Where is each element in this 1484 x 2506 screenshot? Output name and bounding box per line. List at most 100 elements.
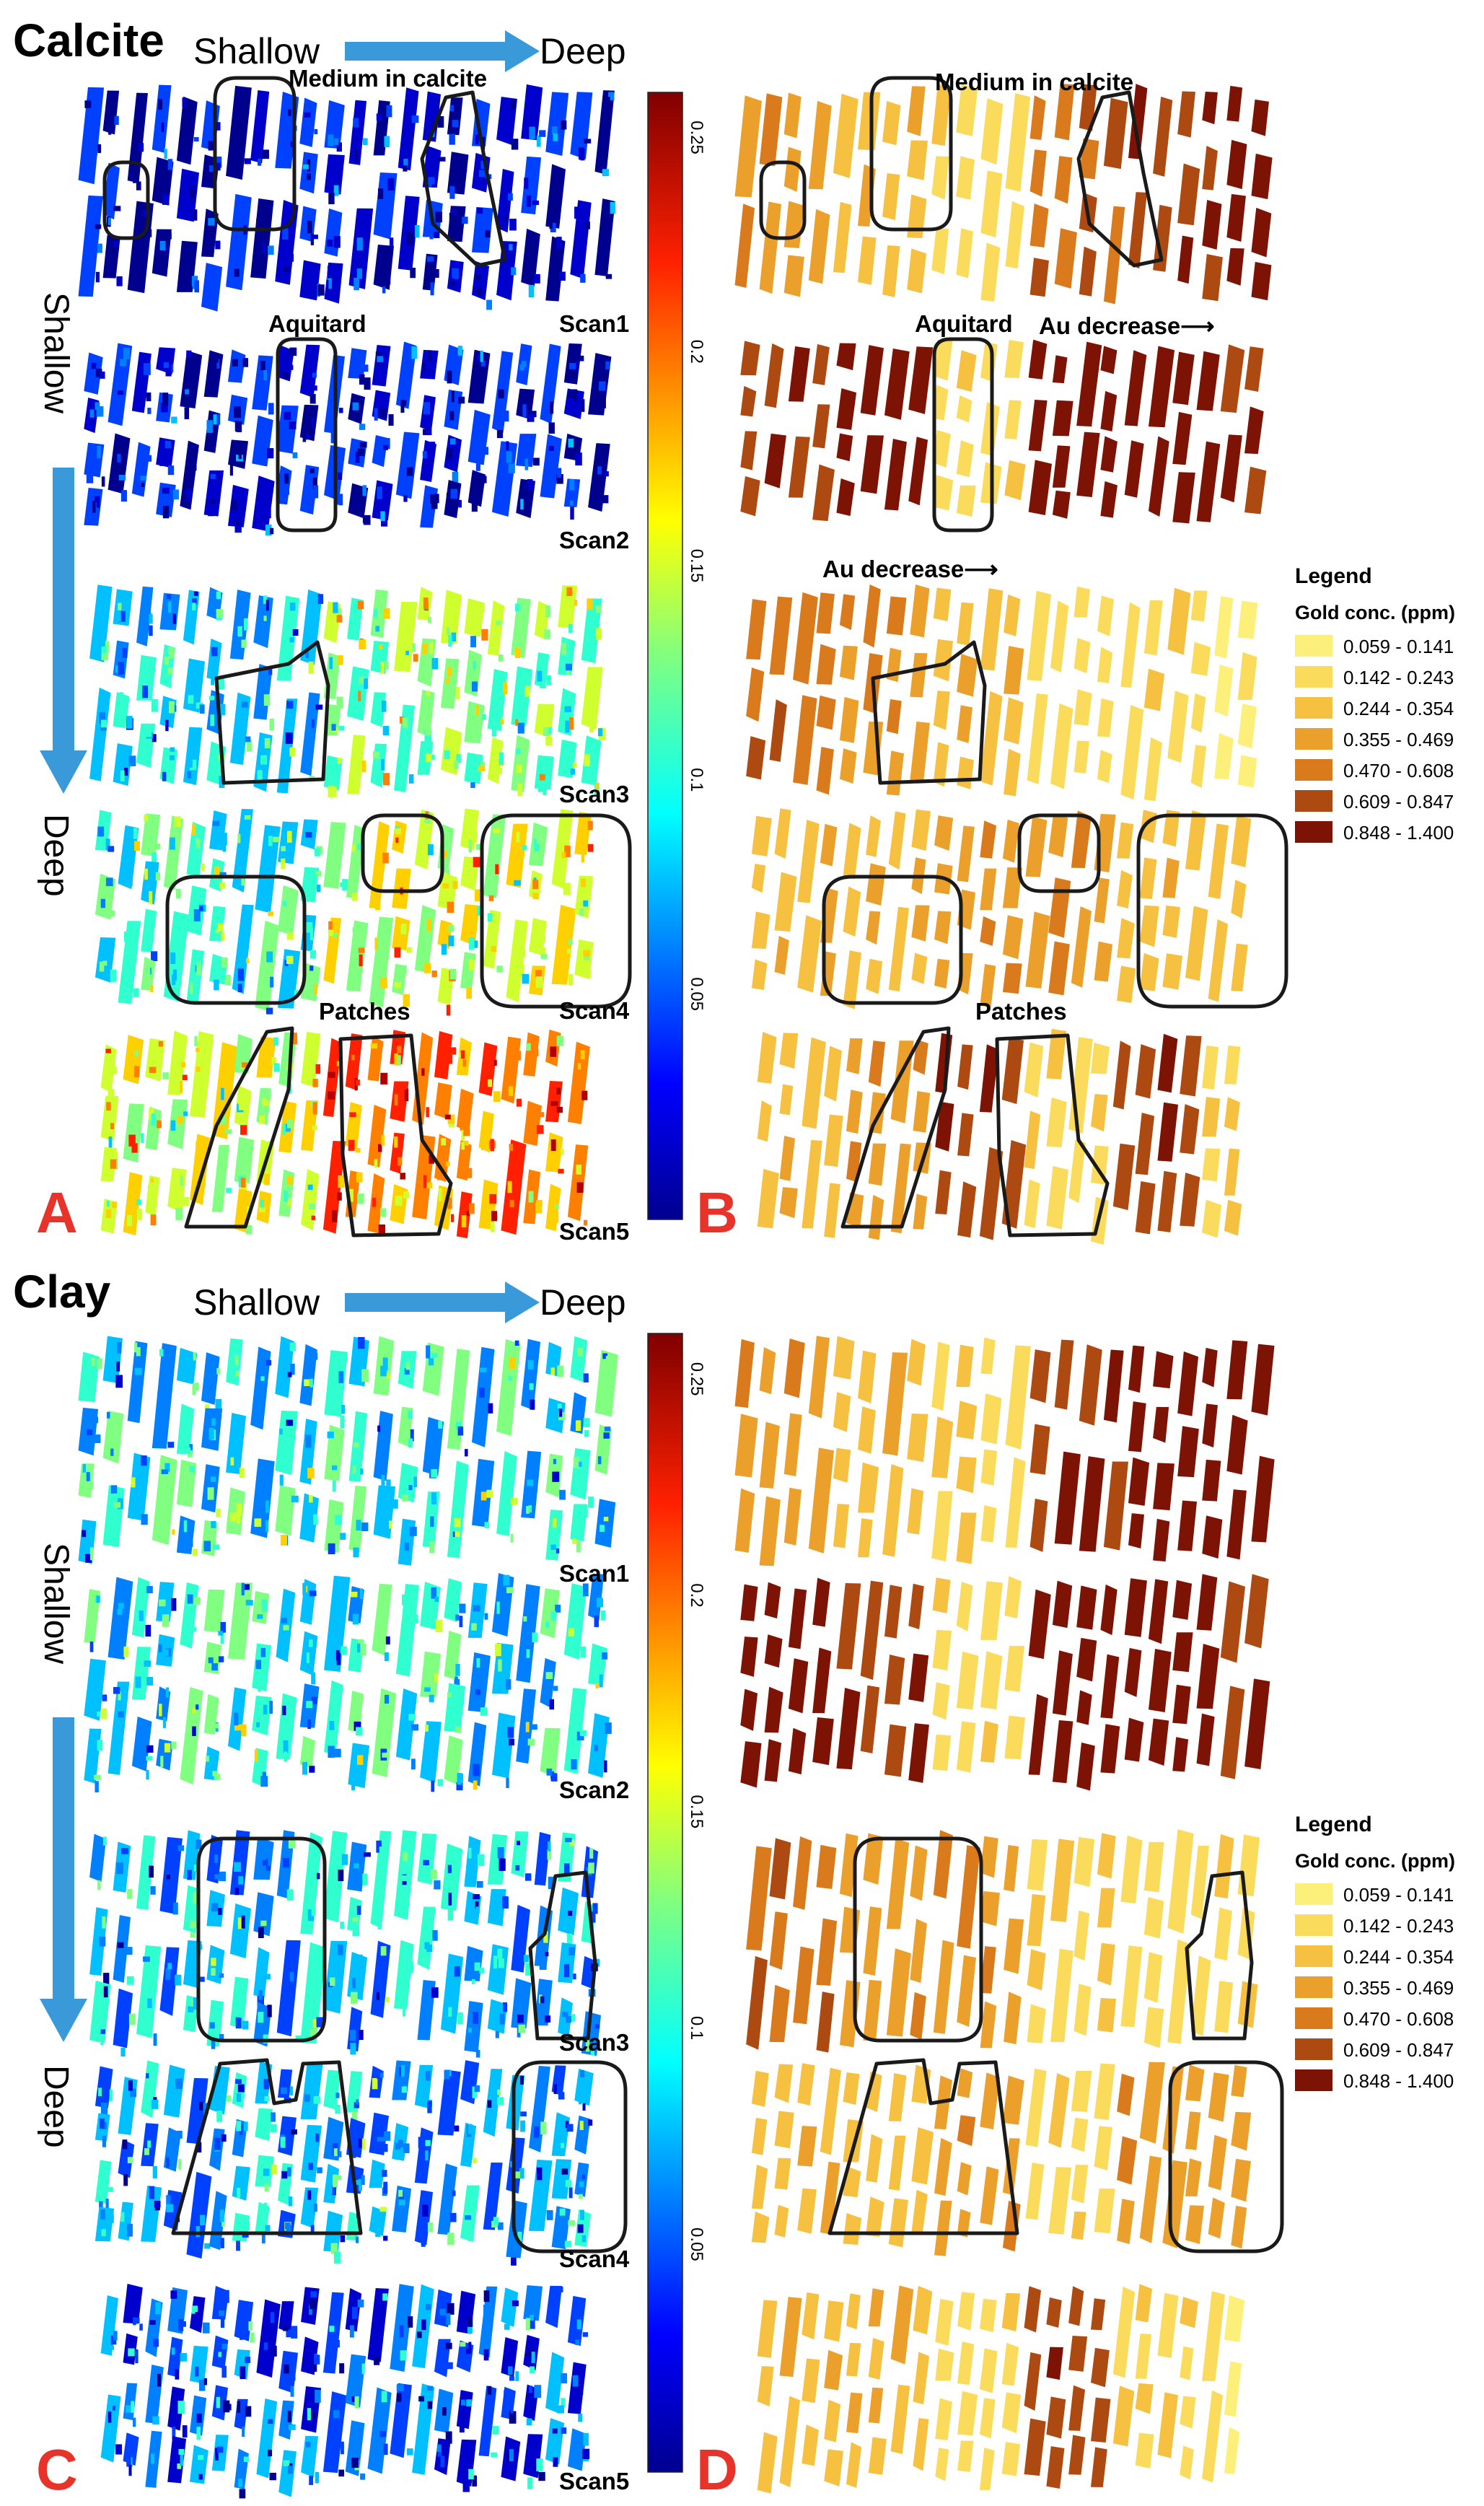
core-speckle bbox=[374, 901, 381, 911]
core-speckle bbox=[177, 1845, 185, 1852]
core-strip bbox=[464, 701, 485, 744]
core-strip bbox=[1120, 1835, 1143, 1904]
core-strip bbox=[118, 2139, 135, 2178]
core-speckle bbox=[213, 414, 217, 425]
core-strip bbox=[1052, 355, 1068, 384]
core-speckle bbox=[317, 884, 321, 893]
legend-swatch bbox=[1295, 759, 1332, 781]
core-strip bbox=[1143, 2007, 1164, 2049]
core-strip bbox=[1214, 1907, 1232, 1961]
core-speckle bbox=[170, 2106, 175, 2113]
core-strip bbox=[1172, 1684, 1191, 1725]
core-strip bbox=[496, 168, 514, 233]
core-speckle bbox=[553, 2457, 558, 2467]
core-speckle bbox=[476, 844, 482, 850]
core-speckle bbox=[449, 438, 456, 445]
core-strip bbox=[913, 2285, 933, 2335]
core-speckle bbox=[423, 761, 429, 773]
core-speckle bbox=[265, 1500, 269, 1513]
core-speckle bbox=[514, 880, 521, 886]
core-strip bbox=[833, 1504, 850, 1548]
core-strip bbox=[1128, 1345, 1145, 1393]
core-strip bbox=[751, 911, 770, 950]
core-strip bbox=[1153, 1351, 1174, 1389]
core-speckle bbox=[551, 126, 558, 135]
core-strip bbox=[483, 2163, 503, 2230]
core-speckle bbox=[165, 364, 172, 377]
core-strip bbox=[1097, 595, 1115, 636]
core-strip bbox=[1226, 1414, 1248, 1475]
legend-swatch bbox=[1295, 697, 1332, 719]
core-speckle bbox=[281, 846, 286, 851]
core-strip bbox=[759, 93, 783, 167]
core-speckle bbox=[216, 2396, 220, 2409]
core-strip bbox=[816, 1992, 835, 2053]
core-speckle bbox=[189, 759, 197, 771]
core-strip bbox=[1004, 1992, 1022, 2045]
core-strip bbox=[1050, 1839, 1075, 1922]
core-speckle bbox=[403, 165, 408, 172]
core-strip bbox=[882, 1352, 908, 1456]
core-speckle bbox=[508, 2366, 513, 2375]
core-strip bbox=[746, 1955, 768, 2050]
core-speckle bbox=[193, 1997, 198, 2010]
clay-scan2-label: Scan2 bbox=[559, 1776, 629, 1803]
core-speckle bbox=[221, 2344, 228, 2349]
core-strip bbox=[1167, 691, 1189, 763]
core-strip bbox=[529, 918, 547, 956]
core-speckle bbox=[421, 1077, 425, 1090]
core-speckle bbox=[287, 1372, 292, 1377]
core-speckle bbox=[210, 714, 215, 727]
core-strip bbox=[1180, 1104, 1200, 1155]
core-speckle bbox=[172, 1902, 178, 1915]
core-speckle bbox=[466, 1211, 470, 1216]
core-strip bbox=[1202, 1515, 1223, 1559]
core-strip bbox=[1153, 204, 1172, 272]
core-strip bbox=[594, 1499, 616, 1548]
core-speckle bbox=[239, 2334, 244, 2340]
core-strip bbox=[250, 198, 274, 279]
core-strip bbox=[392, 820, 407, 854]
core-strip bbox=[1143, 737, 1162, 802]
core-speckle bbox=[144, 1660, 152, 1667]
core-speckle bbox=[193, 1351, 196, 1361]
core-speckle bbox=[246, 740, 252, 752]
core-strip bbox=[250, 1346, 271, 1430]
core-speckle bbox=[306, 1739, 312, 1752]
core-speckle bbox=[240, 1125, 247, 1135]
core-strip bbox=[299, 1579, 317, 1625]
core-strip bbox=[1224, 2427, 1240, 2474]
calcite-section: Calcite Shallow Deep Shallow Deep Medium… bbox=[13, 14, 1215, 1245]
core-speckle bbox=[120, 770, 125, 781]
core-speckle bbox=[356, 1172, 363, 1183]
core-strip bbox=[516, 1584, 540, 1683]
core-speckle bbox=[404, 1542, 409, 1551]
core-speckle bbox=[242, 105, 250, 110]
core-speckle bbox=[355, 1079, 360, 1086]
core-speckle bbox=[499, 1858, 506, 1871]
core-strip bbox=[751, 815, 772, 856]
core-speckle bbox=[336, 496, 341, 505]
core-strip bbox=[1052, 445, 1071, 488]
core-speckle bbox=[328, 1543, 335, 1554]
core-speckle bbox=[351, 2458, 359, 2468]
core-strip bbox=[278, 2450, 297, 2497]
core-speckle bbox=[126, 716, 133, 729]
core-speckle bbox=[509, 244, 513, 250]
core-speckle bbox=[330, 430, 335, 444]
core-speckle bbox=[171, 2347, 175, 2355]
core-speckle bbox=[172, 969, 177, 981]
core-speckle bbox=[339, 2363, 345, 2374]
core-strip bbox=[839, 1980, 861, 2048]
core-speckle bbox=[566, 2124, 574, 2132]
legend-swatch bbox=[1295, 2069, 1332, 2091]
core-strip bbox=[1208, 2134, 1227, 2191]
core-speckle bbox=[517, 2231, 522, 2242]
core-speckle bbox=[358, 2138, 361, 2148]
core-strip bbox=[136, 1945, 162, 2038]
core-strip bbox=[1117, 918, 1135, 959]
core-speckle bbox=[531, 2352, 535, 2363]
core-speckle bbox=[131, 2401, 135, 2413]
core-speckle bbox=[187, 758, 193, 768]
core-speckle bbox=[382, 852, 389, 864]
